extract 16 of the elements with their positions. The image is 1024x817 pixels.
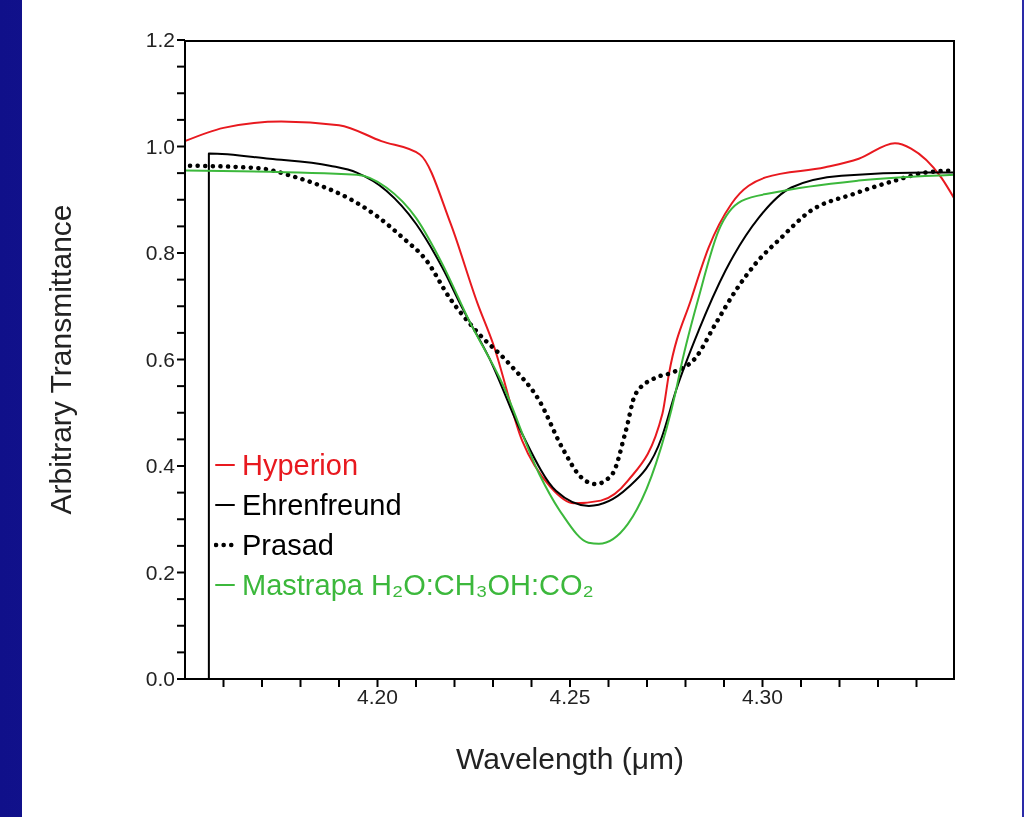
y-tick-label: 0.6	[145, 347, 175, 371]
x-tick-label: 4.20	[357, 684, 398, 708]
x-axis-title: Wavelength (μm)	[456, 742, 684, 775]
y-tick-label: 1.2	[145, 28, 175, 52]
y-axis-title: Arbitrary Transmittance	[43, 204, 77, 515]
y-tick-label: 0.0	[145, 667, 175, 691]
legend-label: Prasad	[242, 528, 334, 563]
legend-label: Hyperion	[242, 448, 359, 483]
y-tick-label: 0.4	[145, 454, 176, 478]
y-tick-label: 1.0	[145, 134, 175, 158]
x-tick-label: 4.25	[549, 684, 591, 708]
legend-label: Ehrenfreund	[242, 488, 402, 523]
y-tick-label: 0.8	[145, 241, 175, 265]
x-tick-label: 4.30	[742, 684, 783, 708]
legend-label: Mastrapa H₂O:CH₃OH:CO₂	[242, 568, 594, 603]
y-tick-label: 0.2	[145, 560, 175, 584]
